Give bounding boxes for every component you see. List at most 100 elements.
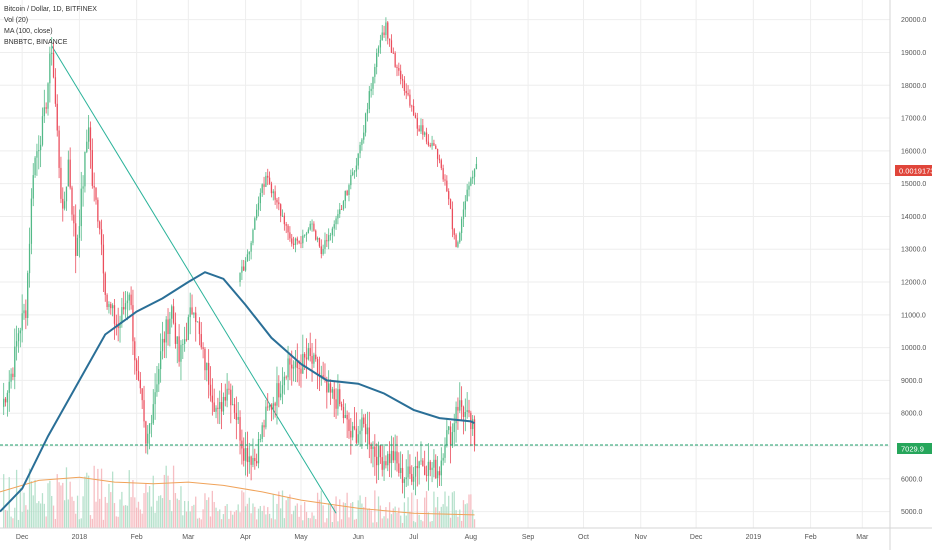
- legend-overlay[interactable]: BNBBTC, BINANCE: [4, 39, 68, 46]
- volume-bar: [315, 519, 317, 528]
- volume-bar: [158, 495, 160, 528]
- volume-bar: [139, 509, 141, 528]
- btc-candle-body: [230, 389, 232, 406]
- btc-candle-body: [69, 159, 71, 188]
- volume-bar: [124, 505, 127, 528]
- btc-candle-body: [8, 381, 10, 393]
- volume-bar: [468, 494, 470, 528]
- bnb-candle-body: [328, 235, 330, 242]
- volume-bar: [398, 507, 400, 528]
- bnb-candle-body: [322, 248, 324, 254]
- bnb-candle-body: [298, 240, 300, 243]
- bnb-candle-body: [287, 225, 289, 233]
- bnb-candle-body: [431, 142, 433, 147]
- btc-candle-body: [420, 460, 422, 462]
- btc-candle-body: [405, 477, 407, 480]
- x-tick-label: Apr: [240, 534, 252, 541]
- volume-bar: [291, 514, 293, 528]
- volume-bar: [278, 491, 280, 528]
- btc-candle-body: [291, 364, 293, 369]
- bnb-candle-body: [379, 40, 382, 48]
- btc-candle-body: [444, 444, 446, 458]
- btc-candle-body: [17, 333, 20, 342]
- volume-bar: [337, 521, 339, 528]
- btc-candle-body: [435, 459, 437, 479]
- x-tick-label: Jun: [353, 534, 364, 541]
- bnb-candle-body: [460, 218, 463, 234]
- bnb-candle-body: [440, 160, 442, 169]
- volume-bar: [302, 520, 304, 528]
- volume-bar: [97, 468, 99, 528]
- btc-candle-body: [167, 319, 169, 335]
- btc-candle-body: [28, 243, 31, 274]
- btc-candle-body: [161, 338, 164, 352]
- bnb-candle-body: [339, 209, 341, 215]
- volume-bar: [148, 486, 151, 528]
- x-axis[interactable]: Dec 2018 Feb Mar Apr May Jun Jul Aug Sep Oct Nov Dec…: [0, 527, 932, 541]
- y-tick-label: 8000.0: [901, 411, 923, 418]
- volume-bar: [71, 496, 73, 528]
- legend-main[interactable]: Bitcoin / Dollar, 1D, BITFINEX: [4, 6, 97, 13]
- btc-candle-body: [398, 463, 400, 474]
- btc-candle-body: [239, 417, 241, 441]
- btc-candle-body: [73, 214, 75, 224]
- volume-bar: [307, 517, 310, 528]
- volume-bar: [363, 507, 365, 528]
- volume-bar: [374, 490, 376, 528]
- volume-bar: [102, 519, 105, 528]
- bnb-candle-body: [468, 185, 470, 190]
- bnb-candle-body: [348, 185, 350, 195]
- bnb-candle-body: [331, 228, 334, 235]
- x-tick-label: May: [294, 534, 308, 541]
- y-axis[interactable]: 20000.0 19000.0 18000.0 17000.0 16000.0 15000…: [889, 0, 932, 550]
- btc-candle-body: [300, 368, 302, 374]
- btc-candle-body: [244, 448, 247, 461]
- btc-candle-body: [224, 396, 226, 401]
- btc-candle-body: [198, 321, 201, 335]
- volume-bar: [185, 511, 188, 528]
- y-tick-label: 16000.0: [901, 148, 926, 155]
- bnb-candle-body: [257, 203, 260, 210]
- volume-bar: [132, 480, 134, 528]
- volume-bar: [401, 522, 404, 528]
- volume-bar: [111, 471, 114, 528]
- volume-bar: [294, 505, 297, 528]
- ma-100-path: [0, 271, 475, 513]
- volume-bar: [359, 495, 361, 528]
- bnb-candle-body: [446, 180, 448, 192]
- legend-volume[interactable]: Vol (20): [4, 17, 29, 24]
- btc-candle-body: [117, 325, 119, 329]
- btc-candle-body: [355, 428, 358, 443]
- btc-candle-body: [392, 450, 394, 461]
- volume-bar: [422, 521, 424, 528]
- y-tick-label: 12000.0: [901, 280, 926, 287]
- legend-ma[interactable]: MA (100, close): [4, 28, 53, 35]
- bnb-candle-body: [368, 91, 370, 110]
- volume-bar: [178, 500, 180, 528]
- volume-bar: [333, 505, 335, 528]
- bnb-candle-body: [333, 224, 335, 229]
- volume-bar: [63, 500, 66, 528]
- btc-candle-body: [385, 461, 387, 466]
- volume-bar: [75, 513, 77, 528]
- btc-candle-body: [130, 294, 132, 306]
- bnb-candle-body: [442, 168, 444, 180]
- btc-candle-body: [45, 107, 47, 109]
- volume-bar: [34, 479, 36, 528]
- volume-bar: [383, 516, 385, 528]
- bnb-candle-body: [274, 191, 276, 200]
- chart-legend: Bitcoin / Dollar, 1D, BITFINEX Vol (20) …: [4, 4, 97, 48]
- bnb-candle-body: [390, 40, 393, 53]
- volume-bar: [427, 512, 430, 528]
- btc-candle-body: [280, 393, 282, 398]
- volume-bar: [453, 491, 455, 528]
- volume-bars: [3, 465, 476, 528]
- volume-bar: [65, 467, 68, 528]
- volume-bar: [32, 495, 34, 528]
- volume-bar: [17, 519, 20, 528]
- btc-candle-body: [71, 187, 73, 215]
- btc-candle-body: [241, 440, 243, 449]
- btc-candle-body: [10, 373, 12, 382]
